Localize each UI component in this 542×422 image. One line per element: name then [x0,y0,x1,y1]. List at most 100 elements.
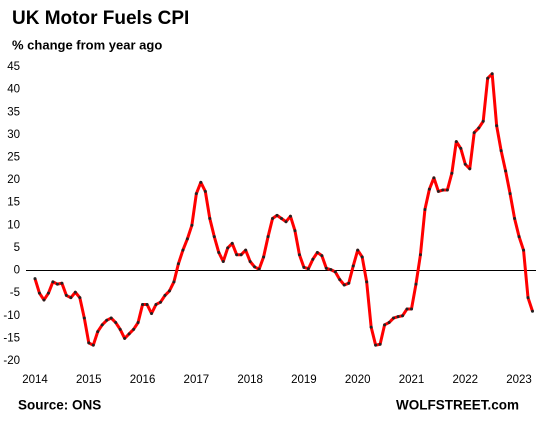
data-point [114,321,118,325]
data-point [275,213,279,217]
data-point [109,316,113,320]
data-point [315,250,319,254]
data-point [297,253,301,257]
data-point [212,235,216,239]
data-point [405,307,409,311]
data-point [257,267,261,271]
data-point [526,296,530,300]
data-point [481,119,485,123]
data-point [185,237,189,241]
data-point [499,149,503,153]
data-point [365,280,369,284]
data-point [311,257,315,261]
x-tick-label: 2015 [76,374,102,386]
data-point [432,176,436,180]
chart-subtitle: % change from year ago [12,37,162,52]
data-point [387,321,391,325]
data-point [374,343,378,347]
data-point [190,223,194,227]
data-point [356,248,360,252]
y-tick-label: -10 [3,310,20,322]
data-point [248,259,252,263]
data-point [513,217,517,221]
data-point [91,343,95,347]
data-point [463,162,467,166]
x-tick-label: 2014 [22,374,48,386]
data-point [221,259,225,263]
data-point [127,332,131,336]
data-point [60,281,64,285]
data-point [369,325,373,329]
data-point [208,217,212,221]
y-tick-label: 20 [7,174,20,186]
data-point [217,250,221,254]
data-point [253,265,257,269]
data-point [141,302,145,306]
data-point [293,229,297,233]
x-tick-label: 2016 [130,374,156,386]
data-point [181,248,185,252]
data-point [69,296,73,300]
y-tick-label: -15 [3,332,20,344]
data-point [239,253,243,257]
data-point [306,267,310,271]
data-point [100,323,104,327]
x-tick-label: 2018 [237,374,263,386]
data-point [459,146,463,150]
x-tick-label: 2020 [345,374,371,386]
data-point [396,315,400,319]
data-point [271,217,275,221]
data-point [73,290,77,294]
data-point [445,188,449,192]
data-point [158,300,162,304]
data-point [414,282,418,286]
y-tick-label: -5 [10,287,20,299]
data-point [504,169,508,173]
y-tick-label: 15 [7,197,20,209]
x-tick-label: 2019 [291,374,317,386]
data-point [167,289,171,293]
data-point [508,192,512,196]
data-point [477,126,481,130]
data-point [46,291,50,295]
data-point [472,131,476,135]
data-point [531,309,535,313]
y-tick-label: 0 [14,265,20,277]
data-point [96,330,100,334]
data-point [342,283,346,287]
data-point [55,282,59,286]
data-point [226,246,230,250]
y-tick-label: 25 [7,151,20,163]
data-point [42,298,46,302]
data-point [132,327,136,331]
data-point [418,253,422,257]
data-point [194,192,198,196]
data-point [324,266,328,270]
data-point [280,217,284,221]
data-point [51,280,55,284]
data-point [230,241,234,245]
data-point [486,76,490,80]
data-point [522,248,526,252]
data-point [176,262,180,266]
data-point [320,254,324,258]
source-note: Source: ONS [18,398,101,413]
x-tick-label: 2017 [184,374,210,386]
data-point [123,336,127,340]
data-point [235,253,239,257]
data-point [136,321,140,325]
data-point [284,220,288,224]
y-tick-label: 30 [7,129,20,141]
data-point [351,264,355,268]
data-point [454,140,458,144]
data-point [329,268,333,272]
y-tick-label: 40 [7,84,20,96]
data-point [436,189,440,193]
watermark: WOLFSTREET.com [396,398,519,413]
data-point [468,167,472,171]
data-point [302,265,306,269]
data-point [450,171,454,175]
chart-title: UK Motor Fuels CPI [12,8,189,29]
data-point [427,187,431,191]
